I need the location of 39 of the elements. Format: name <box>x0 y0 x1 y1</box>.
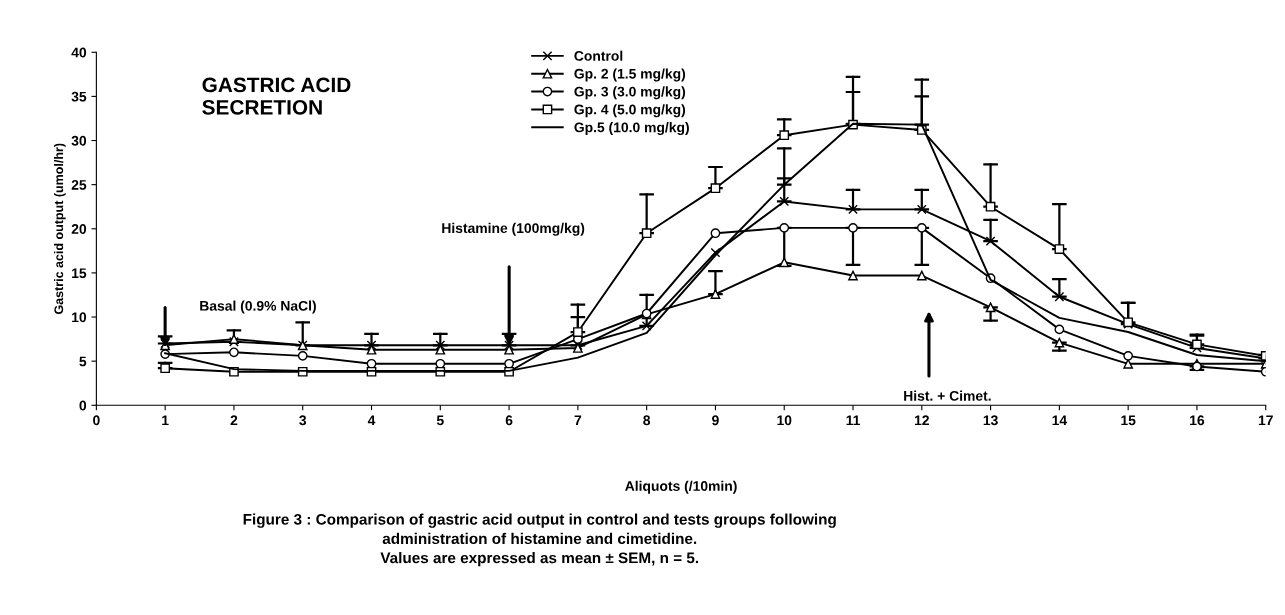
x-tick-label: 10 <box>777 415 792 426</box>
y-tick-label: 25 <box>71 179 87 190</box>
x-tick-label: 7 <box>574 415 582 426</box>
y-tick-label: 35 <box>71 91 87 102</box>
text: GASTRIC ACID SECRETION <box>202 77 351 115</box>
x-tick-label: 6 <box>505 415 513 426</box>
x-tick-label: 9 <box>712 415 719 426</box>
annotation: Histamine (100mg/kg) <box>442 222 585 236</box>
x-tick-label: 3 <box>299 415 307 426</box>
x-tick-label: 16 <box>1190 415 1205 426</box>
x-tick-label: 11 <box>846 415 860 426</box>
legend-label: Gp.5 (10.0 mg/kg) <box>574 122 689 136</box>
legend-label: Gp. 4 (5.0 mg/kg) <box>574 104 686 118</box>
x-axis-title: Aliquots (/10min) <box>625 480 737 494</box>
y-tick-label: 10 <box>72 312 87 323</box>
x-tick-label: 14 <box>1052 415 1068 426</box>
annotation: Hist. + Cimet. <box>904 390 991 401</box>
y-tick-label: 0 <box>79 400 87 411</box>
x-tick-label: 4 <box>367 415 376 426</box>
y-tick-label: 30 <box>71 135 87 146</box>
x-tick-label: 5 <box>436 415 444 426</box>
y-tick-label: 40 <box>71 47 87 58</box>
x-tick-label: 12 <box>914 415 929 426</box>
legend-label: Gp. 2 (1.5 mg/kg) <box>574 68 686 82</box>
x-tick-label: 0 <box>93 415 100 426</box>
x-tick-label: 17 <box>1258 415 1273 426</box>
x-tick-label: 2 <box>230 415 238 426</box>
annotation: Basal (0.9% NaCl) <box>200 300 316 314</box>
x-tick-label: 8 <box>643 415 651 426</box>
caption: Figure 3 : Comparison of gastric acid output in control and tests groups following administration of histamine and cimetidine. Values are expressed as mean ± SEM, n = 5. <box>243 513 836 567</box>
y-tick-label: 5 <box>79 356 87 367</box>
y-tick-label: 20 <box>71 224 87 234</box>
x-tick-label: 15 <box>1121 415 1136 426</box>
x-tick-label: 13 <box>983 415 998 426</box>
y-axis-title: Gastric acid output (umol/hr) <box>54 143 66 315</box>
legend-label: Gp. 3 (3.0 mg/kg) <box>574 86 686 100</box>
legend-label: Control <box>574 50 623 61</box>
y-tick-label: 15 <box>72 268 87 279</box>
x-tick-label: 1 <box>162 415 169 426</box>
